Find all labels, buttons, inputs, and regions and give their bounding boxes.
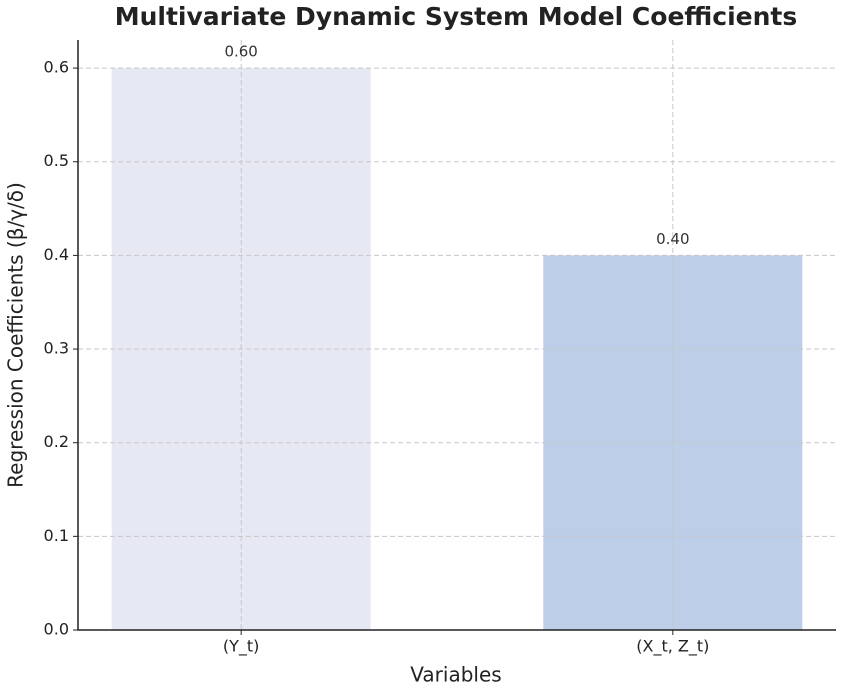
value-label: 0.60 (224, 43, 257, 61)
y-tick-label: 0.1 (44, 526, 69, 545)
value-label: 0.40 (656, 230, 689, 248)
x-tick-label: (X_t, Z_t) (636, 637, 709, 657)
y-tick-label: 0.4 (44, 245, 69, 264)
y-axis-label: Regression Coefficients (β/γ/δ) (4, 182, 28, 488)
y-tick-label: 0.3 (44, 339, 69, 358)
y-tick-label: 0.5 (44, 151, 69, 170)
y-tick-label: 0.2 (44, 432, 69, 451)
axes-frame (77, 40, 836, 631)
y-tick-label: 0.6 (44, 58, 69, 77)
chart-title: Multivariate Dynamic System Model Coeffi… (115, 2, 798, 31)
x-axis-label: Variables (410, 663, 501, 687)
x-tick-label: (Y_t) (223, 637, 260, 657)
y-tick-label: 0.0 (44, 620, 69, 639)
